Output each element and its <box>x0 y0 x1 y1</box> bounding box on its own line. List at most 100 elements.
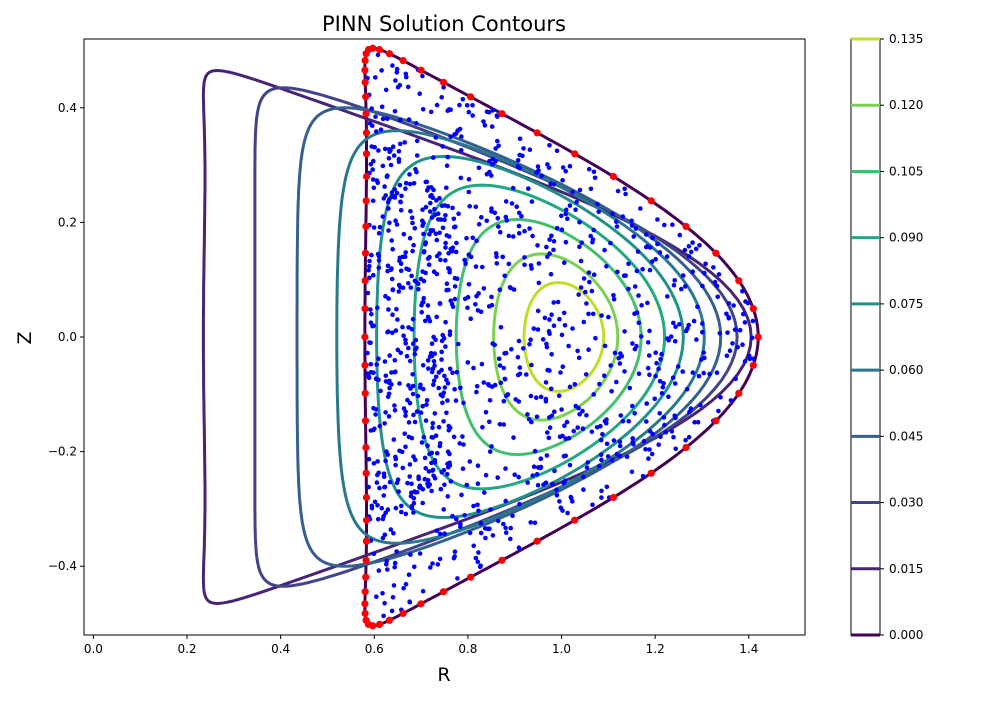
interior-point <box>516 399 522 404</box>
interior-point <box>440 332 446 338</box>
boundary-point <box>362 493 371 502</box>
interior-point <box>671 320 676 326</box>
interior-point <box>386 329 391 334</box>
interior-point <box>463 261 468 267</box>
interior-point <box>452 387 457 392</box>
interior-point <box>544 244 549 250</box>
interior-point <box>431 382 436 388</box>
interior-point <box>494 254 499 259</box>
interior-point <box>439 357 444 362</box>
interior-point <box>508 525 513 531</box>
interior-point <box>502 273 508 279</box>
interior-point <box>562 423 567 429</box>
boundary-point <box>682 443 690 452</box>
boundary-point <box>362 443 370 452</box>
interior-point <box>431 473 436 479</box>
interior-point <box>411 242 416 248</box>
interior-point <box>390 63 395 68</box>
interior-point <box>490 341 496 346</box>
interior-point <box>451 225 457 230</box>
interior-point <box>645 365 651 371</box>
interior-point <box>393 505 399 511</box>
interior-point <box>712 279 718 285</box>
contour-level-0.090 <box>412 183 667 491</box>
interior-point <box>391 583 397 588</box>
boundary-point <box>375 46 384 54</box>
interior-point <box>694 337 699 342</box>
interior-point <box>374 480 380 485</box>
interior-point <box>398 350 404 356</box>
interior-point <box>399 503 404 509</box>
interior-point <box>521 146 526 151</box>
interior-point <box>629 469 635 475</box>
interior-point <box>380 163 386 169</box>
interior-point <box>490 161 495 167</box>
interior-point <box>566 343 571 349</box>
interior-point <box>423 179 429 185</box>
interior-point <box>490 533 496 538</box>
interior-point <box>368 307 373 312</box>
interior-point <box>677 322 682 327</box>
interior-point <box>403 581 409 587</box>
interior-point <box>416 474 421 480</box>
interior-point <box>429 353 435 359</box>
interior-point <box>390 144 396 149</box>
interior-point <box>395 84 401 90</box>
interior-point <box>600 432 605 437</box>
interior-point <box>437 195 442 201</box>
interior-point <box>671 282 677 288</box>
interior-point <box>386 156 392 161</box>
interior-point <box>590 239 595 245</box>
interior-point <box>396 159 402 164</box>
interior-point <box>659 351 664 357</box>
interior-point <box>599 488 604 494</box>
interior-point <box>594 425 600 430</box>
interior-point <box>434 314 440 320</box>
interior-point <box>430 366 436 372</box>
interior-point <box>544 344 550 350</box>
interior-point <box>403 180 409 186</box>
interior-point <box>639 303 644 308</box>
interior-point <box>449 248 455 254</box>
interior-point <box>545 162 550 167</box>
interior-point <box>493 146 499 151</box>
interior-point <box>376 568 382 573</box>
interior-point <box>441 507 447 512</box>
interior-point <box>390 330 395 336</box>
interior-point <box>419 440 425 445</box>
boundary-point <box>735 277 743 285</box>
interior-point <box>559 227 565 232</box>
y-tick-label: −0.4 <box>48 559 77 573</box>
interior-point <box>457 441 463 446</box>
interior-point <box>464 235 469 241</box>
interior-point <box>497 287 503 293</box>
boundary-point <box>712 417 720 425</box>
interior-point <box>688 406 694 411</box>
interior-point <box>426 366 431 371</box>
interior-point <box>439 95 445 100</box>
interior-point <box>543 480 549 486</box>
interior-point <box>690 269 695 275</box>
interior-point <box>480 264 485 270</box>
interior-point <box>381 493 387 498</box>
interior-point <box>365 290 371 296</box>
interior-point <box>534 395 539 401</box>
interior-point <box>442 531 448 536</box>
interior-point <box>450 513 455 519</box>
interior-point <box>442 217 447 222</box>
interior-point <box>451 434 457 440</box>
interior-point <box>515 372 521 378</box>
interior-point <box>570 189 575 195</box>
interior-point <box>545 430 550 435</box>
colorbar-tick-label: 0.045 <box>889 429 923 443</box>
interior-point <box>439 367 444 373</box>
interior-point <box>379 68 384 73</box>
interior-point <box>423 240 429 245</box>
interior-point <box>408 493 414 499</box>
interior-point <box>566 435 572 441</box>
boundary-point <box>571 516 579 524</box>
interior-point <box>677 232 683 238</box>
x-axis-label: R <box>437 664 450 686</box>
interior-point <box>465 360 471 365</box>
interior-point <box>647 245 653 250</box>
